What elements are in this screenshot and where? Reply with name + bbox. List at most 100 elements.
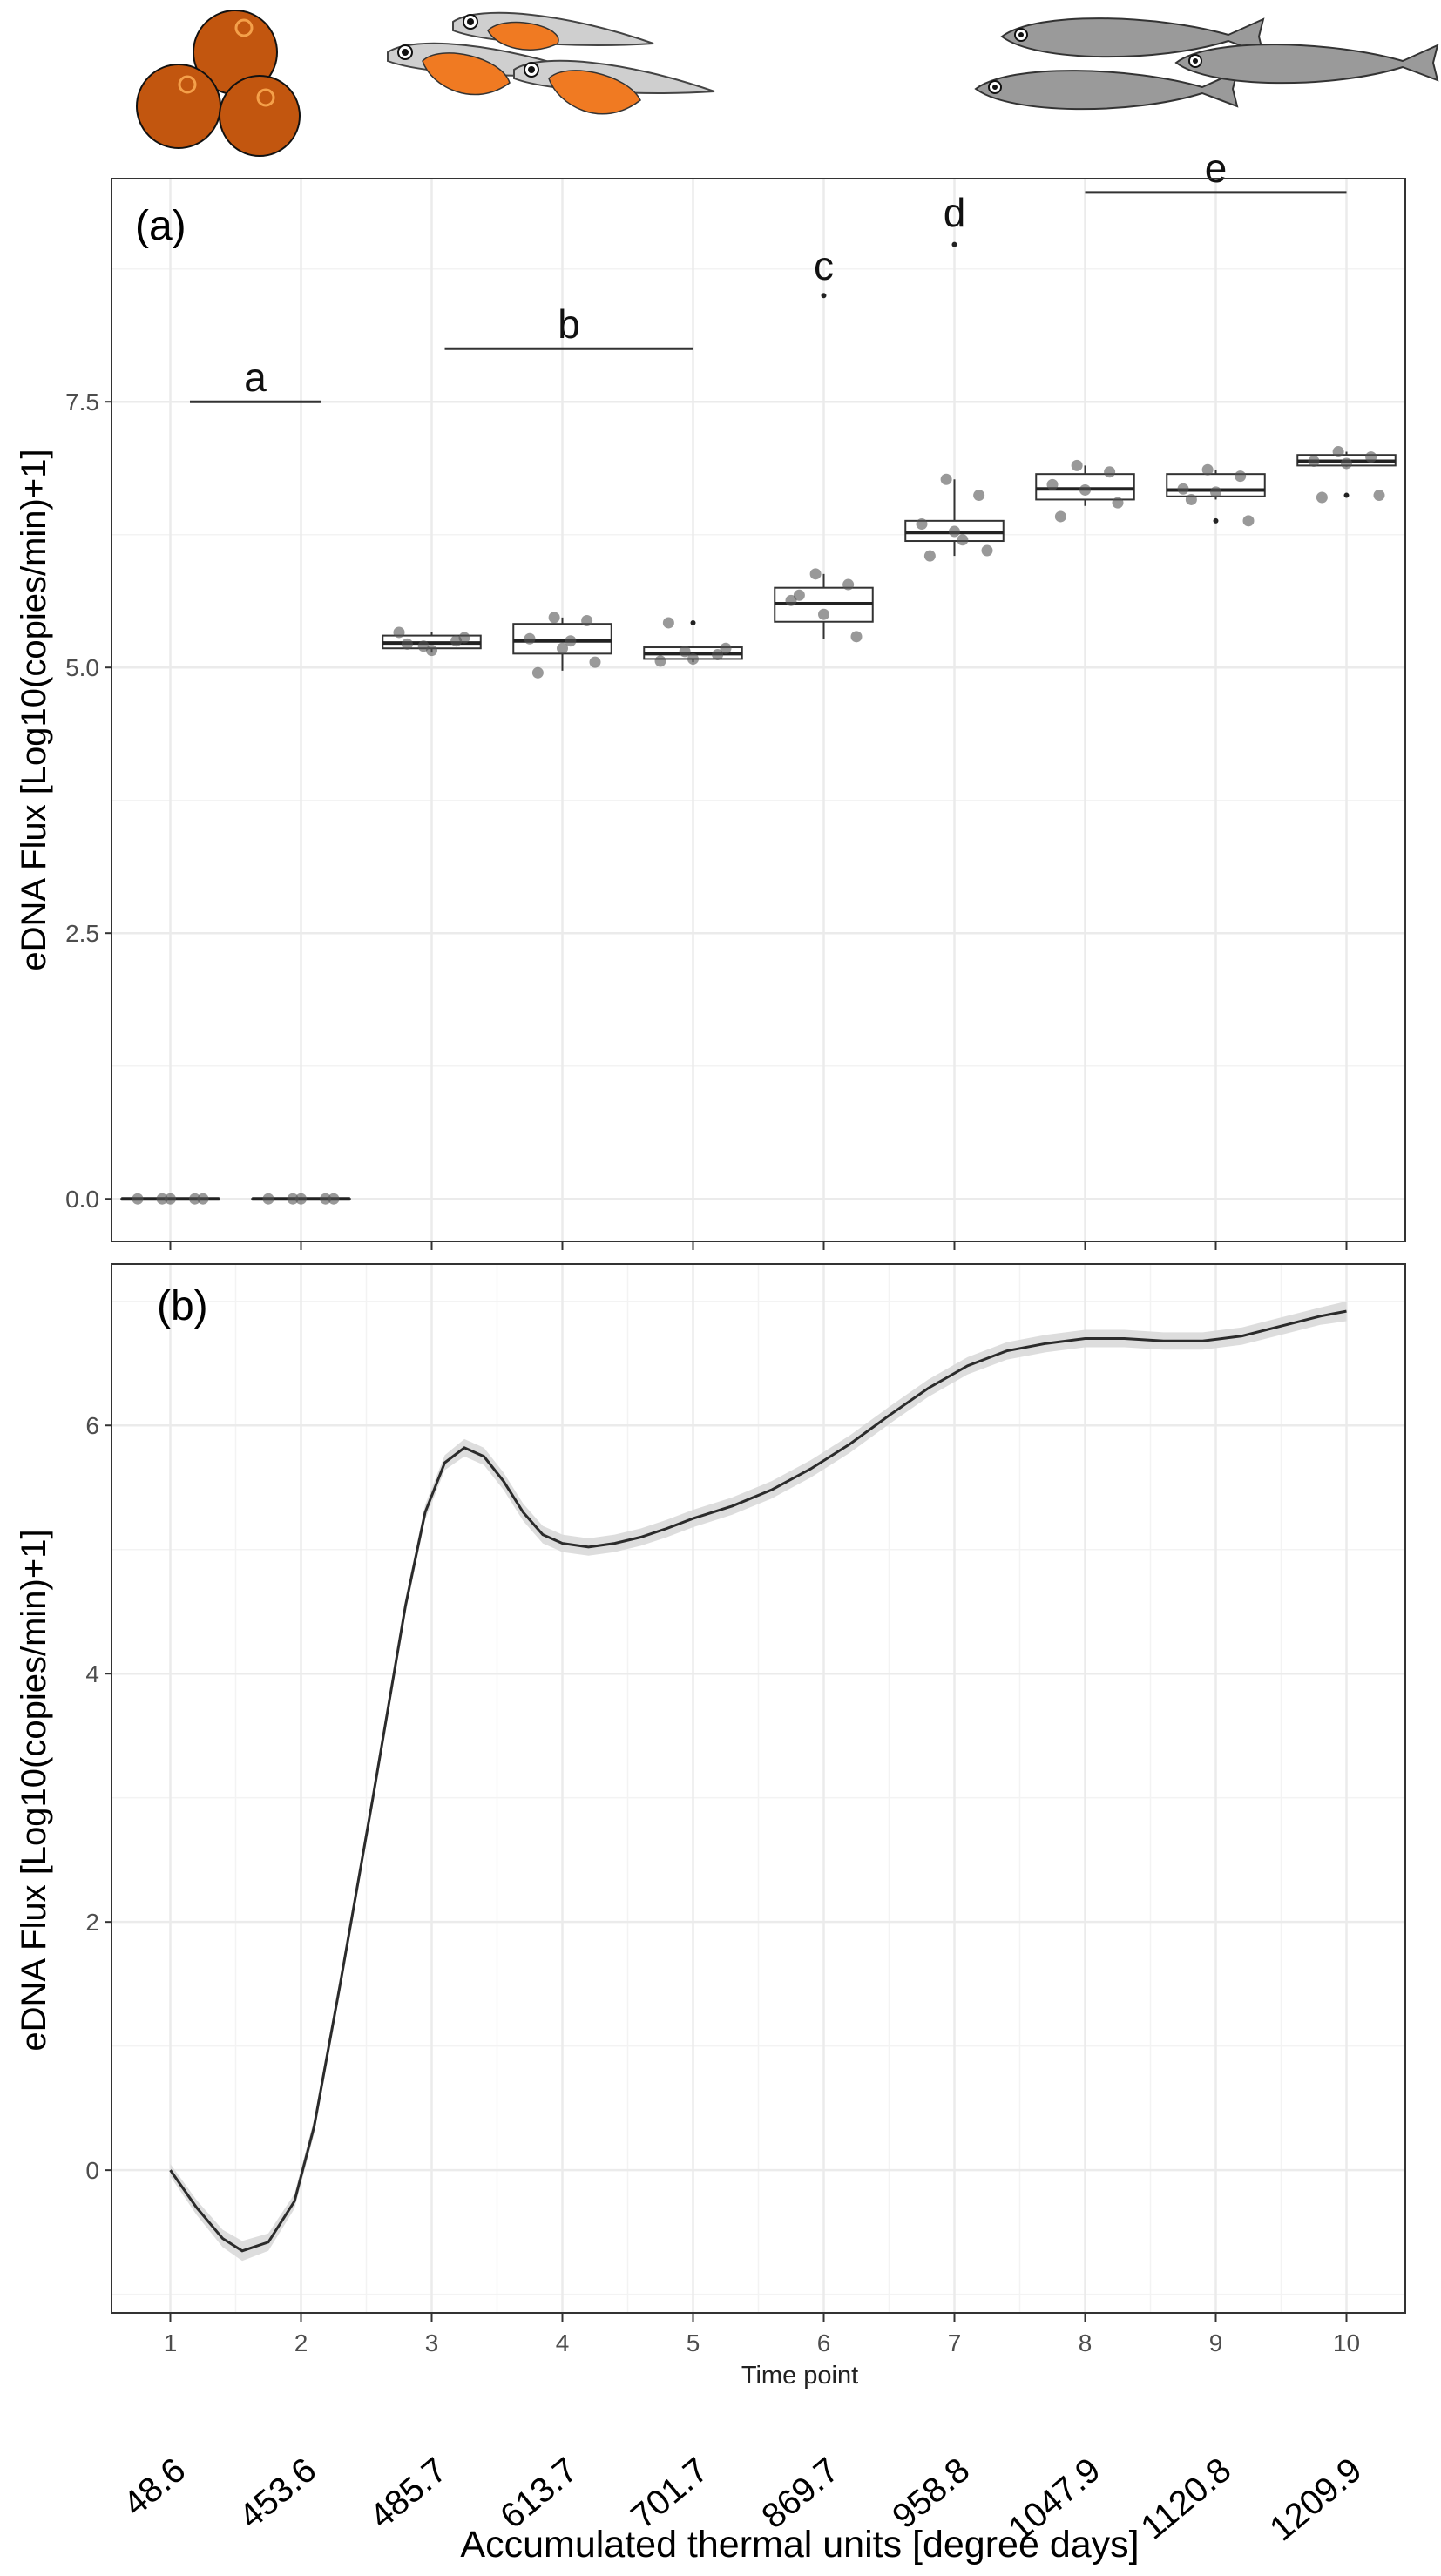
data-point — [1201, 463, 1214, 476]
data-point — [981, 544, 993, 557]
data-point — [793, 589, 805, 601]
panel-b-x-ticks: 1 2 3 4 5 6 7 8 9 10 — [164, 2313, 1360, 2356]
data-point — [809, 568, 822, 580]
x-tick-label: 2 — [294, 2329, 308, 2356]
data-point — [1046, 478, 1059, 490]
fish-icon — [974, 70, 1239, 111]
y-tick-label: 7.5 — [65, 389, 99, 416]
data-point — [262, 1193, 274, 1205]
data-point — [1054, 510, 1066, 523]
x-axis-title-time-point: Time point — [741, 2362, 858, 2390]
data-point — [949, 525, 960, 538]
y-tick-label: 2 — [85, 1909, 99, 1936]
data-point — [1308, 456, 1320, 468]
data-point — [957, 534, 969, 546]
data-point — [1185, 493, 1197, 505]
data-point — [524, 632, 536, 645]
data-point — [842, 578, 855, 591]
panel-a-x-ticks — [169, 1241, 1348, 1250]
panel-a-label: (a) — [135, 203, 186, 249]
data-point — [973, 490, 985, 502]
data-point — [785, 594, 797, 606]
panel-b-border — [111, 1263, 1406, 2314]
outlier-point — [1343, 492, 1350, 498]
egg-oil-droplet-icon — [178, 75, 197, 94]
x-tick-label: 10 — [1333, 2329, 1360, 2356]
data-point — [1242, 515, 1255, 527]
data-point — [458, 632, 470, 644]
atu-label: 1120.8 — [1134, 2451, 1239, 2546]
data-point — [850, 631, 863, 643]
data-point — [1177, 483, 1189, 495]
y-tick-label: 0 — [85, 2157, 99, 2184]
fish-icon — [1000, 17, 1265, 58]
data-point — [581, 615, 593, 627]
panel-b-smooth-line — [169, 1309, 1347, 2253]
panel-b-label: (b) — [157, 1283, 208, 1329]
data-point — [1235, 470, 1247, 483]
data-point — [1365, 451, 1377, 463]
data-point — [662, 617, 674, 629]
x-tick-label: 6 — [817, 2329, 831, 2356]
panel-b-line-chart: 0 2 4 6 1 2 3 4 5 6 7 8 9 10 (b) eDNA Flux [Log10(co… — [15, 1263, 1406, 2390]
atu-label: 453.6 — [232, 2451, 323, 2536]
data-point — [1373, 490, 1385, 502]
data-point — [1316, 491, 1328, 504]
data-point — [589, 656, 601, 668]
y-tick-label: 6 — [85, 1412, 99, 1439]
x-axis-title-thermal-units: Accumulated thermal units [degree days] — [460, 2524, 1139, 2566]
egg-icon — [136, 64, 221, 149]
y-tick-label: 0.0 — [65, 1186, 99, 1213]
data-point — [1112, 497, 1124, 509]
data-point — [565, 635, 577, 647]
significance-group-d: d — [944, 190, 966, 235]
data-point — [1210, 486, 1221, 498]
panel-a-background — [112, 179, 1405, 1241]
outlier-point — [821, 293, 827, 299]
panel-a-significance-annotations: a b c d e — [190, 145, 1347, 403]
data-point — [426, 645, 437, 657]
significance-letter: d — [944, 190, 966, 235]
data-point — [818, 608, 829, 620]
egg-icon — [219, 75, 301, 157]
data-point — [531, 666, 544, 679]
data-point — [720, 642, 732, 654]
data-point — [1332, 446, 1344, 458]
x-tick-label: 8 — [1079, 2329, 1093, 2356]
data-point — [132, 1193, 144, 1205]
data-point — [197, 1193, 209, 1205]
data-point — [156, 1193, 168, 1205]
data-point — [916, 518, 928, 530]
data-point — [189, 1193, 201, 1205]
data-point — [165, 1193, 176, 1205]
data-point — [940, 473, 952, 485]
atu-label: 1209.9 — [1262, 2451, 1369, 2548]
x-tick-label: 5 — [687, 2329, 700, 2356]
data-point — [320, 1193, 332, 1205]
data-point — [1071, 459, 1083, 471]
data-point — [712, 649, 724, 661]
atu-label: 48.6 — [116, 2451, 193, 2524]
significance-letter: b — [558, 301, 580, 347]
data-point — [548, 612, 560, 624]
panel-a-points — [132, 446, 1385, 1205]
data-point — [923, 550, 936, 562]
panel-a-y-ticks: 0.0 2.5 5.0 7.5 — [65, 389, 112, 1213]
outlier-point — [1213, 517, 1219, 524]
data-point — [687, 652, 699, 665]
data-point — [295, 1193, 307, 1205]
egg-oil-droplet-icon — [234, 18, 254, 37]
x-tick-label: 1 — [164, 2329, 178, 2356]
data-point — [1104, 466, 1116, 478]
larvae-illustration — [387, 11, 715, 115]
x-tick-label: 9 — [1209, 2329, 1223, 2356]
panel-a-gridlines — [112, 179, 1405, 1241]
significance-group-e: e — [1085, 145, 1347, 194]
panel-a-border — [111, 178, 1406, 1242]
significance-group-a: a — [190, 355, 321, 403]
data-point — [679, 646, 691, 658]
significance-group-c: c — [814, 243, 834, 288]
significance-letter: a — [244, 355, 267, 400]
